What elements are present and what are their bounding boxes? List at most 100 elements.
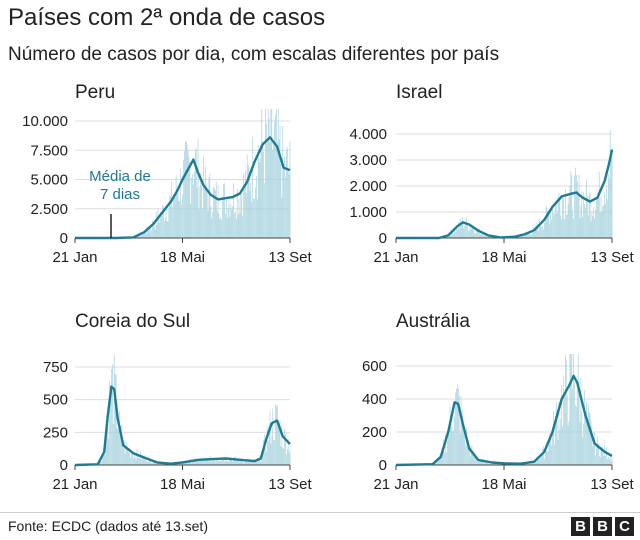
daily-bar [469, 225, 471, 238]
daily-bar [532, 231, 533, 238]
daily-bar [491, 462, 493, 465]
daily-bar [132, 458, 134, 465]
y-tick-label: 250 [43, 424, 68, 441]
daily-bar [249, 458, 251, 465]
x-tick-label: 18 Mai [481, 249, 526, 266]
daily-bar [252, 136, 254, 238]
daily-bar [263, 151, 264, 238]
daily-bar [439, 453, 441, 465]
daily-bar [240, 193, 242, 238]
daily-bar [543, 459, 545, 465]
daily-bar [607, 200, 608, 238]
daily-bar [186, 462, 188, 465]
daily-bar [604, 444, 606, 465]
daily-bar [607, 458, 608, 465]
daily-bar [251, 201, 253, 238]
daily-bar [198, 209, 200, 238]
daily-bar [564, 394, 565, 465]
daily-bar [144, 232, 146, 238]
daily-bar [112, 424, 114, 465]
daily-bar [525, 232, 527, 238]
daily-bar [279, 421, 281, 465]
daily-bar [586, 180, 587, 238]
daily-bar [611, 457, 613, 465]
daily-bar [455, 231, 456, 238]
daily-bar [489, 236, 491, 238]
x-tick-label: 13 Set [268, 476, 312, 493]
daily-bar [467, 230, 469, 238]
daily-bar [554, 443, 555, 465]
daily-bar [600, 447, 602, 465]
daily-bar [490, 236, 492, 238]
daily-bar [474, 233, 476, 238]
daily-bar [130, 457, 131, 465]
daily-bar [272, 408, 274, 465]
daily-bar [231, 458, 233, 465]
daily-bar [533, 461, 535, 465]
daily-bar [477, 459, 478, 465]
daily-bar [487, 236, 488, 238]
daily-bar [221, 460, 223, 465]
daily-bar [109, 380, 110, 465]
daily-bar [205, 184, 207, 238]
daily-bar [214, 190, 216, 238]
daily-bar [101, 461, 102, 465]
daily-bar [269, 411, 271, 465]
daily-bar [530, 234, 531, 238]
daily-bar [187, 150, 189, 238]
daily-bar [153, 225, 155, 238]
daily-bar [238, 461, 240, 465]
daily-bar [561, 384, 563, 465]
daily-bar [543, 229, 544, 238]
daily-bar [252, 460, 254, 465]
daily-bar [590, 421, 592, 465]
daily-bar [257, 144, 259, 238]
daily-bar [497, 463, 498, 465]
daily-bar [224, 457, 226, 465]
daily-bar [173, 196, 175, 238]
daily-bar [212, 212, 213, 238]
daily-bar [267, 441, 269, 465]
daily-bar [602, 448, 604, 465]
daily-bar [279, 125, 281, 238]
daily-bar [246, 461, 248, 465]
daily-bar [204, 457, 205, 465]
daily-bar [545, 446, 547, 465]
daily-bar [563, 377, 564, 465]
daily-bar [574, 175, 575, 238]
daily-bar [599, 212, 601, 238]
bbc-logo: B B C [571, 517, 634, 536]
daily-bar [588, 411, 590, 465]
daily-bar [542, 226, 543, 238]
daily-bar [595, 209, 596, 238]
daily-bar [145, 233, 147, 238]
daily-bar [153, 226, 154, 238]
daily-bar [164, 217, 166, 238]
daily-bar [546, 207, 548, 238]
daily-bar [540, 226, 541, 238]
daily-bar [578, 174, 580, 238]
daily-bar [127, 447, 129, 465]
daily-bar [479, 460, 481, 465]
daily-bar [272, 150, 274, 238]
daily-bar [141, 235, 142, 238]
daily-bar [194, 171, 195, 238]
daily-bar [455, 392, 456, 465]
daily-bar [261, 109, 263, 238]
daily-bar [240, 459, 242, 465]
daily-bar [283, 448, 285, 465]
daily-bar [461, 224, 463, 238]
daily-bar [242, 216, 244, 238]
daily-bar [469, 456, 471, 465]
daily-bar [129, 448, 131, 465]
daily-bar [225, 198, 227, 238]
daily-bar [245, 193, 247, 238]
daily-bar [572, 210, 574, 238]
daily-bar [152, 220, 153, 238]
daily-bar [136, 449, 138, 465]
daily-bar [457, 222, 459, 238]
x-tick-label: 18 Mai [160, 249, 205, 266]
seven-day-average-line [395, 374, 613, 467]
daily-bar [442, 447, 444, 465]
daily-bar [100, 460, 101, 465]
